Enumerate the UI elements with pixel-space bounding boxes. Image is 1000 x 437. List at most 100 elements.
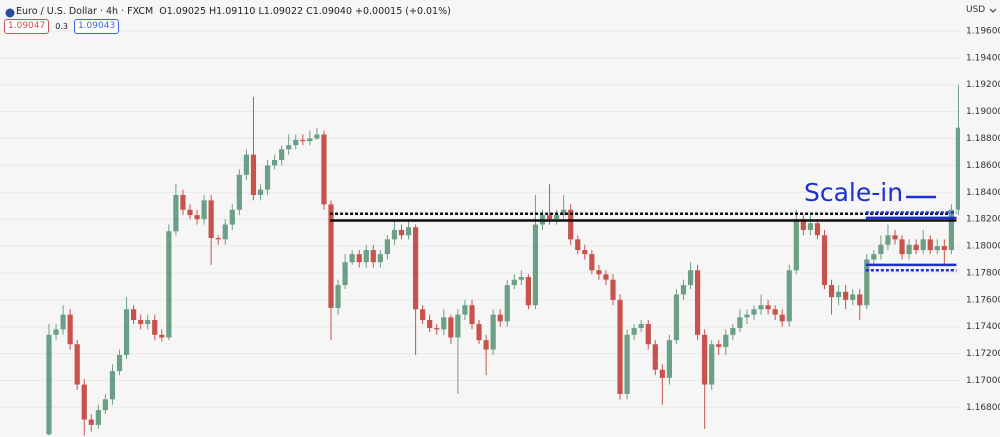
candle-body	[680, 285, 687, 295]
candle-body	[758, 305, 764, 310]
candle-body	[624, 334, 630, 394]
candle-body	[575, 239, 581, 251]
levels	[330, 211, 957, 272]
candle-body	[236, 174, 242, 210]
candle-body	[878, 244, 884, 255]
candle-body	[617, 299, 623, 394]
candle-body	[596, 270, 602, 275]
candle-body	[814, 223, 821, 236]
candle-body	[687, 270, 694, 286]
candle-body	[666, 340, 672, 378]
candle-body	[518, 276, 524, 280]
candle-body	[300, 139, 306, 142]
candle-body	[497, 314, 503, 322]
candle-body	[441, 317, 447, 330]
candle-body	[159, 334, 165, 338]
candle-body	[568, 209, 574, 240]
candle-body	[335, 285, 341, 308]
candle-body	[737, 317, 743, 329]
candle-body	[391, 229, 398, 240]
y-tick-label: 1.19200	[966, 80, 1000, 90]
candle-body	[927, 239, 933, 251]
candle-body	[53, 329, 59, 335]
candle-body	[131, 309, 137, 321]
candle-body	[554, 215, 560, 220]
candle-body	[250, 154, 257, 195]
candle-body	[448, 317, 454, 338]
candle-body	[314, 134, 320, 139]
candle-body	[892, 235, 898, 240]
candle-body	[786, 270, 792, 322]
currency-label[interactable]: USD	[966, 5, 986, 15]
candle-body	[821, 235, 828, 286]
candle-body	[673, 294, 680, 341]
y-tick-label: 1.19600	[966, 26, 1000, 36]
candle-body	[152, 320, 158, 335]
y-tick-label: 1.16800	[966, 403, 1000, 413]
annotation-text: Scale-in	[804, 178, 904, 207]
y-tick-label: 1.19400	[966, 53, 1000, 63]
candle-body	[328, 204, 334, 308]
candle-body	[561, 209, 567, 216]
candles	[46, 84, 960, 436]
sell-button[interactable]: 1.09047	[4, 19, 50, 34]
y-tick-label: 1.17600	[966, 295, 1000, 305]
candle-body	[208, 200, 214, 238]
candle-body	[413, 227, 419, 310]
symbol-icon	[5, 8, 15, 18]
y-tick-label: 1.18000	[966, 242, 1000, 252]
buy-button[interactable]: 1.09043	[73, 19, 120, 34]
y-tick-label: 1.17000	[966, 376, 1000, 386]
candle-body	[659, 369, 665, 378]
candle-body	[525, 276, 531, 306]
candle-body	[257, 189, 264, 195]
candle-body	[307, 138, 313, 142]
candle-body	[511, 279, 517, 286]
candle-body	[504, 285, 510, 322]
candle-body	[906, 244, 912, 255]
candle-body	[941, 246, 947, 251]
candle-body	[356, 254, 362, 263]
candle-body	[405, 227, 412, 236]
candle-body	[363, 250, 369, 263]
candle-body	[955, 127, 960, 210]
candle-body	[370, 250, 376, 263]
candle-body	[166, 231, 172, 338]
symbol-title[interactable]: Euro / U.S. Dollar · 4h · FXCM	[16, 6, 154, 17]
candle-body	[772, 309, 778, 315]
candle-body	[948, 209, 954, 251]
candle-body	[807, 223, 813, 230]
candle-body	[716, 344, 722, 347]
candle-body	[342, 262, 348, 286]
candle-body	[138, 320, 144, 325]
candle-body	[899, 239, 905, 255]
candle-body	[582, 250, 588, 255]
candle-body	[349, 254, 355, 263]
candle-body	[102, 399, 108, 411]
candle-body	[864, 259, 870, 306]
candle-body	[222, 224, 228, 240]
candle-body	[180, 194, 186, 210]
candle-body	[469, 305, 475, 325]
currency-dropdown-icon[interactable]	[989, 8, 997, 13]
candle-body	[145, 320, 151, 325]
candle-body	[279, 149, 285, 161]
candle-body	[843, 291, 849, 300]
tick-labels: 1.19600 1.19400 1.19200 1.19000 1.18800 1.186…	[966, 26, 1000, 412]
y-tick-label: 1.17800	[966, 268, 1000, 278]
candle-body	[631, 328, 637, 335]
candle-body	[702, 334, 708, 385]
candle-body	[109, 371, 116, 400]
candle-body	[476, 324, 482, 341]
candle-body	[398, 229, 405, 236]
candle-body	[695, 270, 701, 335]
candle-body	[645, 324, 651, 345]
candle-body	[215, 237, 221, 240]
candle-body	[920, 239, 926, 251]
candle-body	[765, 305, 771, 310]
candle-body	[483, 340, 489, 350]
candle-body	[857, 294, 863, 306]
y-tick-label: 1.19000	[966, 107, 1000, 117]
candle-body	[229, 209, 235, 225]
